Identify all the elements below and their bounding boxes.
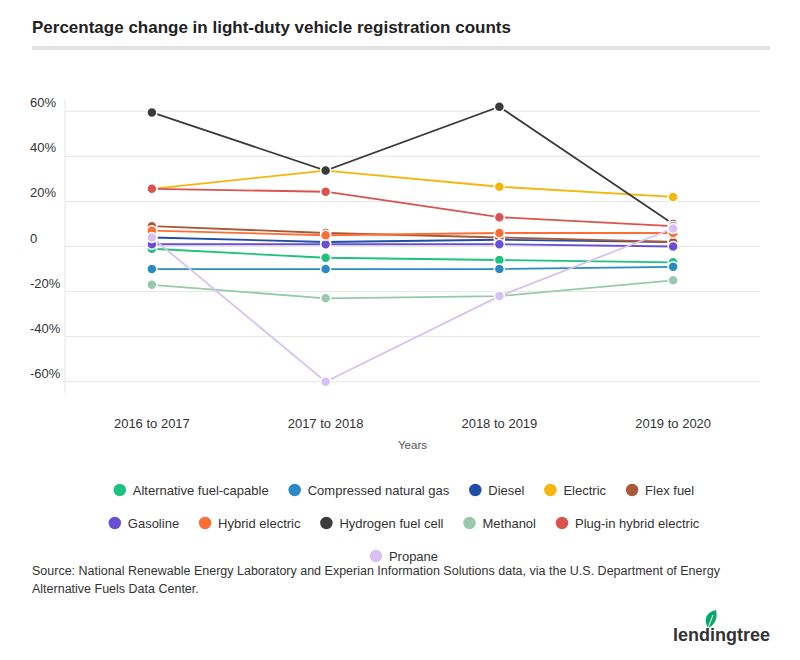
series-line [152,231,673,236]
legend-label: Diesel [488,483,524,498]
grid-line [65,201,760,202]
legend-swatch [113,483,127,497]
series-line [152,228,673,381]
point [494,291,504,301]
title: Percentage change in light-duty vehicle … [32,18,511,37]
legend-swatch [543,483,557,497]
point [147,264,157,274]
grid-line [65,156,760,157]
point [321,166,331,176]
point [494,291,504,301]
point [147,107,157,117]
x-tick-label: 2018 to 2019 [461,416,537,431]
legend-swatch [288,483,302,497]
point [494,264,504,274]
point [668,275,678,285]
logo-text: lendingtree [673,625,770,645]
legend-item: Flex fuel [625,483,694,498]
grid-line [65,291,760,292]
chart: Percentage change in light-duty vehicle … [0,0,800,660]
point [668,223,678,233]
title-rule [32,46,770,50]
point [494,239,504,249]
legend-swatch [625,483,639,497]
point [668,192,678,202]
y-tick-label: -60% [30,366,61,381]
y-tick-label: 0 [30,231,37,246]
point [147,184,157,194]
legend-item: Methanol [463,516,537,531]
legend-label: Alternative fuel-capable [133,483,269,498]
y-tick-label: -40% [30,321,61,336]
point [494,228,504,238]
series-line [152,107,673,224]
legend-swatch [463,516,477,530]
series-line [152,226,673,242]
legend-label: Propane [389,549,438,564]
legend-item: Plug-in hybrid electric [555,516,700,531]
legend-label: Hybrid electric [218,516,301,531]
legend-label: Electric [563,483,606,498]
point [321,264,331,274]
x-axis-label: Years [398,439,427,451]
point [321,187,331,197]
point [321,377,331,387]
y-tick-label: 40% [30,140,56,155]
point [494,182,504,192]
legend: Alternative fuel-capable Compressed natur… [108,483,700,564]
point [147,184,157,194]
legend-label: Hydrogen fuel cell [339,516,443,531]
legend-item: Compressed natural gas [288,483,450,498]
legend-item: Hydrogen fuel cell [319,516,443,531]
source-note: Source: National Renewable Energy Labora… [32,562,744,598]
point [147,280,157,290]
grid-line [65,336,760,337]
point [668,262,678,272]
point [494,212,504,222]
x-tick-label: 2019 to 2020 [635,416,711,431]
legend-item: Diesel [468,483,524,498]
point [321,253,331,263]
x-tick-label: 2017 to 2018 [288,416,364,431]
legend-swatch [198,516,212,530]
legend-item: Gasoline [108,516,179,531]
point [147,232,157,242]
legend-swatch [468,483,482,497]
y-tick-label: 60% [30,95,56,110]
y-axis-line [65,100,66,393]
point [147,232,157,242]
legend-swatch [369,549,383,563]
logo: lendingtree [673,610,770,645]
legend-label: Gasoline [128,516,179,531]
legend-swatch [108,516,122,530]
legend-item: Electric [543,483,606,498]
point [321,293,331,303]
x-tick-label: 2016 to 2017 [114,416,190,431]
series-line [152,171,673,197]
grid-line [65,381,760,382]
point [494,102,504,112]
series-line [152,189,673,226]
legend-label: Methanol [483,516,537,531]
point [321,230,331,240]
point [668,242,678,252]
legend-swatch [555,516,569,530]
legend-label: Flex fuel [645,483,694,498]
legend-swatch [319,516,333,530]
y-tick-label: 20% [30,185,56,200]
legend-label: Compressed natural gas [308,483,450,498]
series-line [152,267,673,269]
series-line [152,244,673,246]
grid-line [65,111,760,112]
series-line [152,249,673,263]
series-line [152,280,673,298]
legend-label: Plug-in hybrid electric [575,516,700,531]
plot-area [147,102,678,387]
legend-item: Propane [369,549,438,564]
grid [65,111,760,381]
legend-item: Hybrid electric [198,516,301,531]
y-tick-label: -20% [30,276,61,291]
point [321,166,331,176]
legend-item: Alternative fuel-capable [113,483,269,498]
